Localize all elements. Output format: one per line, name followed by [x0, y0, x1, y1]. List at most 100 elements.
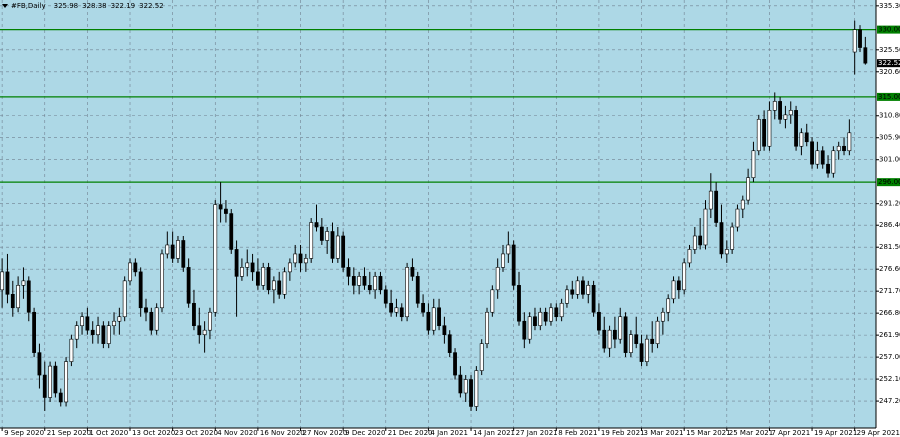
x-tick-label: 25 Mar 2021 — [729, 429, 773, 437]
candle-body — [506, 244, 511, 255]
candle-body — [319, 226, 324, 241]
candle-body — [96, 325, 100, 335]
x-tick-label: 14 Jan 2021 — [473, 429, 515, 437]
candle-body — [490, 289, 495, 313]
candle-body — [394, 307, 399, 313]
candle-body — [479, 343, 484, 371]
candle-body — [581, 280, 585, 295]
x-tick-label: 9 Sep 2020 — [4, 429, 44, 437]
x-tick-label: 27 Jan 2021 — [516, 429, 558, 437]
candle-body — [293, 253, 298, 264]
y-tick-label: 276.60 — [879, 265, 900, 273]
candle-body — [170, 244, 175, 259]
candle-body — [154, 307, 159, 331]
candle-body — [42, 374, 47, 398]
candle-body — [703, 208, 708, 246]
y-tick-label: 257.00 — [879, 353, 900, 361]
candle-body — [37, 352, 42, 376]
candle-body — [714, 190, 719, 223]
y-tick-label: 266.80 — [879, 309, 900, 317]
candle-body — [517, 285, 521, 322]
y-tick-label: 271.70 — [879, 287, 900, 295]
header-arrow — [2, 4, 8, 8]
candle-body — [21, 280, 26, 286]
candle-body — [746, 177, 751, 201]
x-tick-label: 29 Apr 2021 — [857, 429, 900, 437]
candle-body — [735, 208, 740, 228]
candle-body — [266, 267, 271, 291]
x-tick-label: 23 Oct 2020 — [175, 429, 218, 437]
candle-body — [511, 244, 516, 286]
candle-body — [426, 311, 431, 331]
y-tick-label: 247.20 — [879, 397, 900, 405]
candle-body — [522, 320, 527, 340]
candle-body — [208, 311, 212, 331]
candle-body — [74, 325, 79, 340]
candle-body — [250, 262, 255, 273]
header-value: 328.38 — [82, 2, 107, 10]
candle-body — [117, 316, 122, 322]
candle-body — [639, 343, 644, 362]
y-tick-label: 320.60 — [879, 68, 900, 76]
candle-body — [335, 235, 340, 259]
candle-body — [676, 280, 681, 291]
candle-body — [501, 253, 505, 268]
candle-body — [277, 280, 282, 295]
x-tick-label: 4 Jan 2021 — [430, 429, 468, 437]
candle-body — [607, 329, 612, 349]
level-label: 296.00 — [878, 178, 900, 186]
x-tick-label: 9 Dec 2020 — [345, 429, 385, 437]
candles — [0, 20, 868, 411]
candle-body — [772, 101, 777, 111]
candle-body — [106, 325, 111, 344]
y-tick-label: 252.10 — [879, 375, 900, 383]
candle-body — [602, 329, 607, 349]
candle-body — [58, 392, 63, 403]
candle-body — [224, 208, 228, 214]
candle-body — [341, 235, 346, 268]
candle-body — [799, 132, 804, 147]
candle-body — [495, 267, 500, 291]
candle-body — [240, 267, 244, 277]
candle-body — [245, 262, 250, 268]
candle-body — [740, 199, 745, 210]
candle-body — [724, 249, 729, 255]
candle-body — [474, 370, 479, 407]
x-tick-label: 19 Feb 2021 — [601, 429, 645, 437]
candle-body — [160, 253, 164, 309]
header-values: 325.98 328.38 322.19 322.52 — [54, 2, 164, 10]
x-tick-label: 13 Oct 2020 — [132, 429, 175, 437]
candle-body — [229, 213, 234, 250]
candle-body — [708, 190, 713, 210]
candle-body — [90, 329, 95, 335]
candle-body — [628, 334, 633, 353]
y-tick-label: 281.50 — [879, 243, 900, 251]
candle-body — [565, 289, 569, 304]
candle-body — [202, 329, 207, 335]
candle-body — [234, 249, 239, 277]
candle-body — [453, 352, 457, 376]
x-tick-label: 21 Sep 2020 — [47, 429, 91, 437]
candle-body — [692, 235, 697, 250]
candle-body — [10, 294, 15, 309]
level-label-box — [877, 92, 900, 101]
candle-body — [112, 320, 116, 327]
candle-body — [298, 253, 303, 264]
candle-body — [597, 311, 601, 331]
candle-body — [810, 141, 814, 165]
candle-body — [261, 267, 266, 286]
candle-body — [383, 289, 388, 304]
candle-body — [682, 262, 687, 291]
candle-body — [613, 329, 617, 340]
candle-body — [431, 307, 436, 331]
candle-body — [575, 280, 580, 295]
candle-body — [756, 119, 761, 152]
candle-body — [767, 110, 772, 147]
candle-body — [122, 280, 127, 318]
candle-body — [362, 276, 367, 286]
candle-body — [730, 226, 735, 250]
candle-body — [836, 145, 841, 152]
candle-body — [458, 374, 463, 394]
